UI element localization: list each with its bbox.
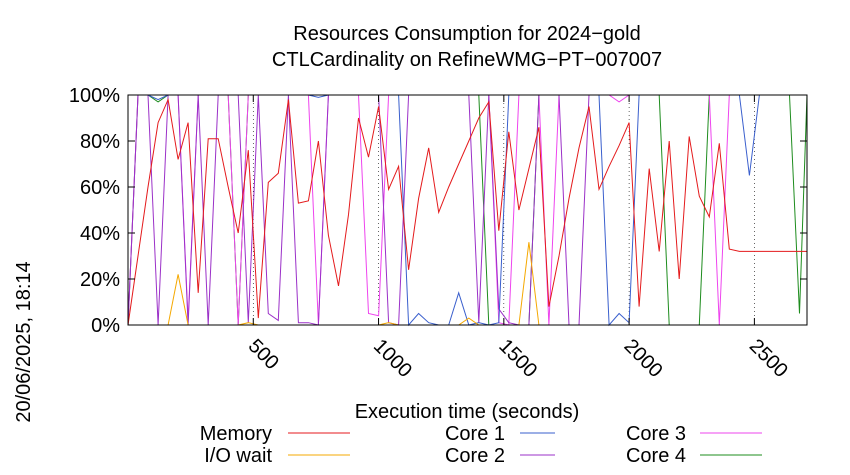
y-tick-label-5: 100% [69,85,120,107]
y-tick-label-4: 80% [80,131,120,153]
series-line-i-o-wait [128,242,807,326]
y-axis: 0% 20% 40% 60% 80% 100% [69,85,807,337]
chart-title-line-1: Resources Consumption for 2024−gold [293,23,640,45]
legend-label-core-4: Core 4 [626,445,686,467]
legend-label-core-3: Core 3 [626,423,686,445]
x-axis: 500 1000 1500 2000 2500 [244,95,792,382]
y-tick-label-3: 60% [80,177,120,199]
y-tick-label-2: 40% [80,223,120,245]
x-tick-label-3: 2000 [620,335,667,382]
legend-label-core-1: Core 1 [445,423,505,445]
x-axis-label: Execution time (seconds) [355,401,580,423]
chart-title-line-2: CTLCardinality on RefineWMG−PT−007007 [272,49,662,71]
timestamp-label: 20/06/2025, 18:14 [13,261,35,422]
series-layer [127,94,808,327]
plot-frame [127,94,808,326]
x-tick-label-4: 2500 [745,335,792,382]
legend-label-core-2: Core 2 [445,445,505,467]
x-tick-label-0: 500 [244,335,283,374]
x-tick-label-2: 1500 [494,335,541,382]
legend-label-i-o-wait: I/O wait [204,445,272,467]
y-tick-label-0: 0% [91,315,120,337]
series-line-memory [127,97,807,326]
legend-label-memory: Memory [200,423,272,445]
x-tick-label-1: 1000 [369,335,416,382]
y-tick-label-1: 20% [80,269,120,291]
series-line-core-3 [127,94,807,326]
